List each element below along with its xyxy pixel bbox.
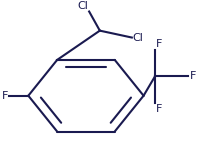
Text: Cl: Cl: [77, 1, 88, 11]
Text: F: F: [189, 71, 196, 81]
Text: Cl: Cl: [132, 32, 143, 43]
Text: F: F: [2, 91, 8, 101]
Text: F: F: [156, 104, 163, 114]
Text: F: F: [156, 39, 163, 49]
